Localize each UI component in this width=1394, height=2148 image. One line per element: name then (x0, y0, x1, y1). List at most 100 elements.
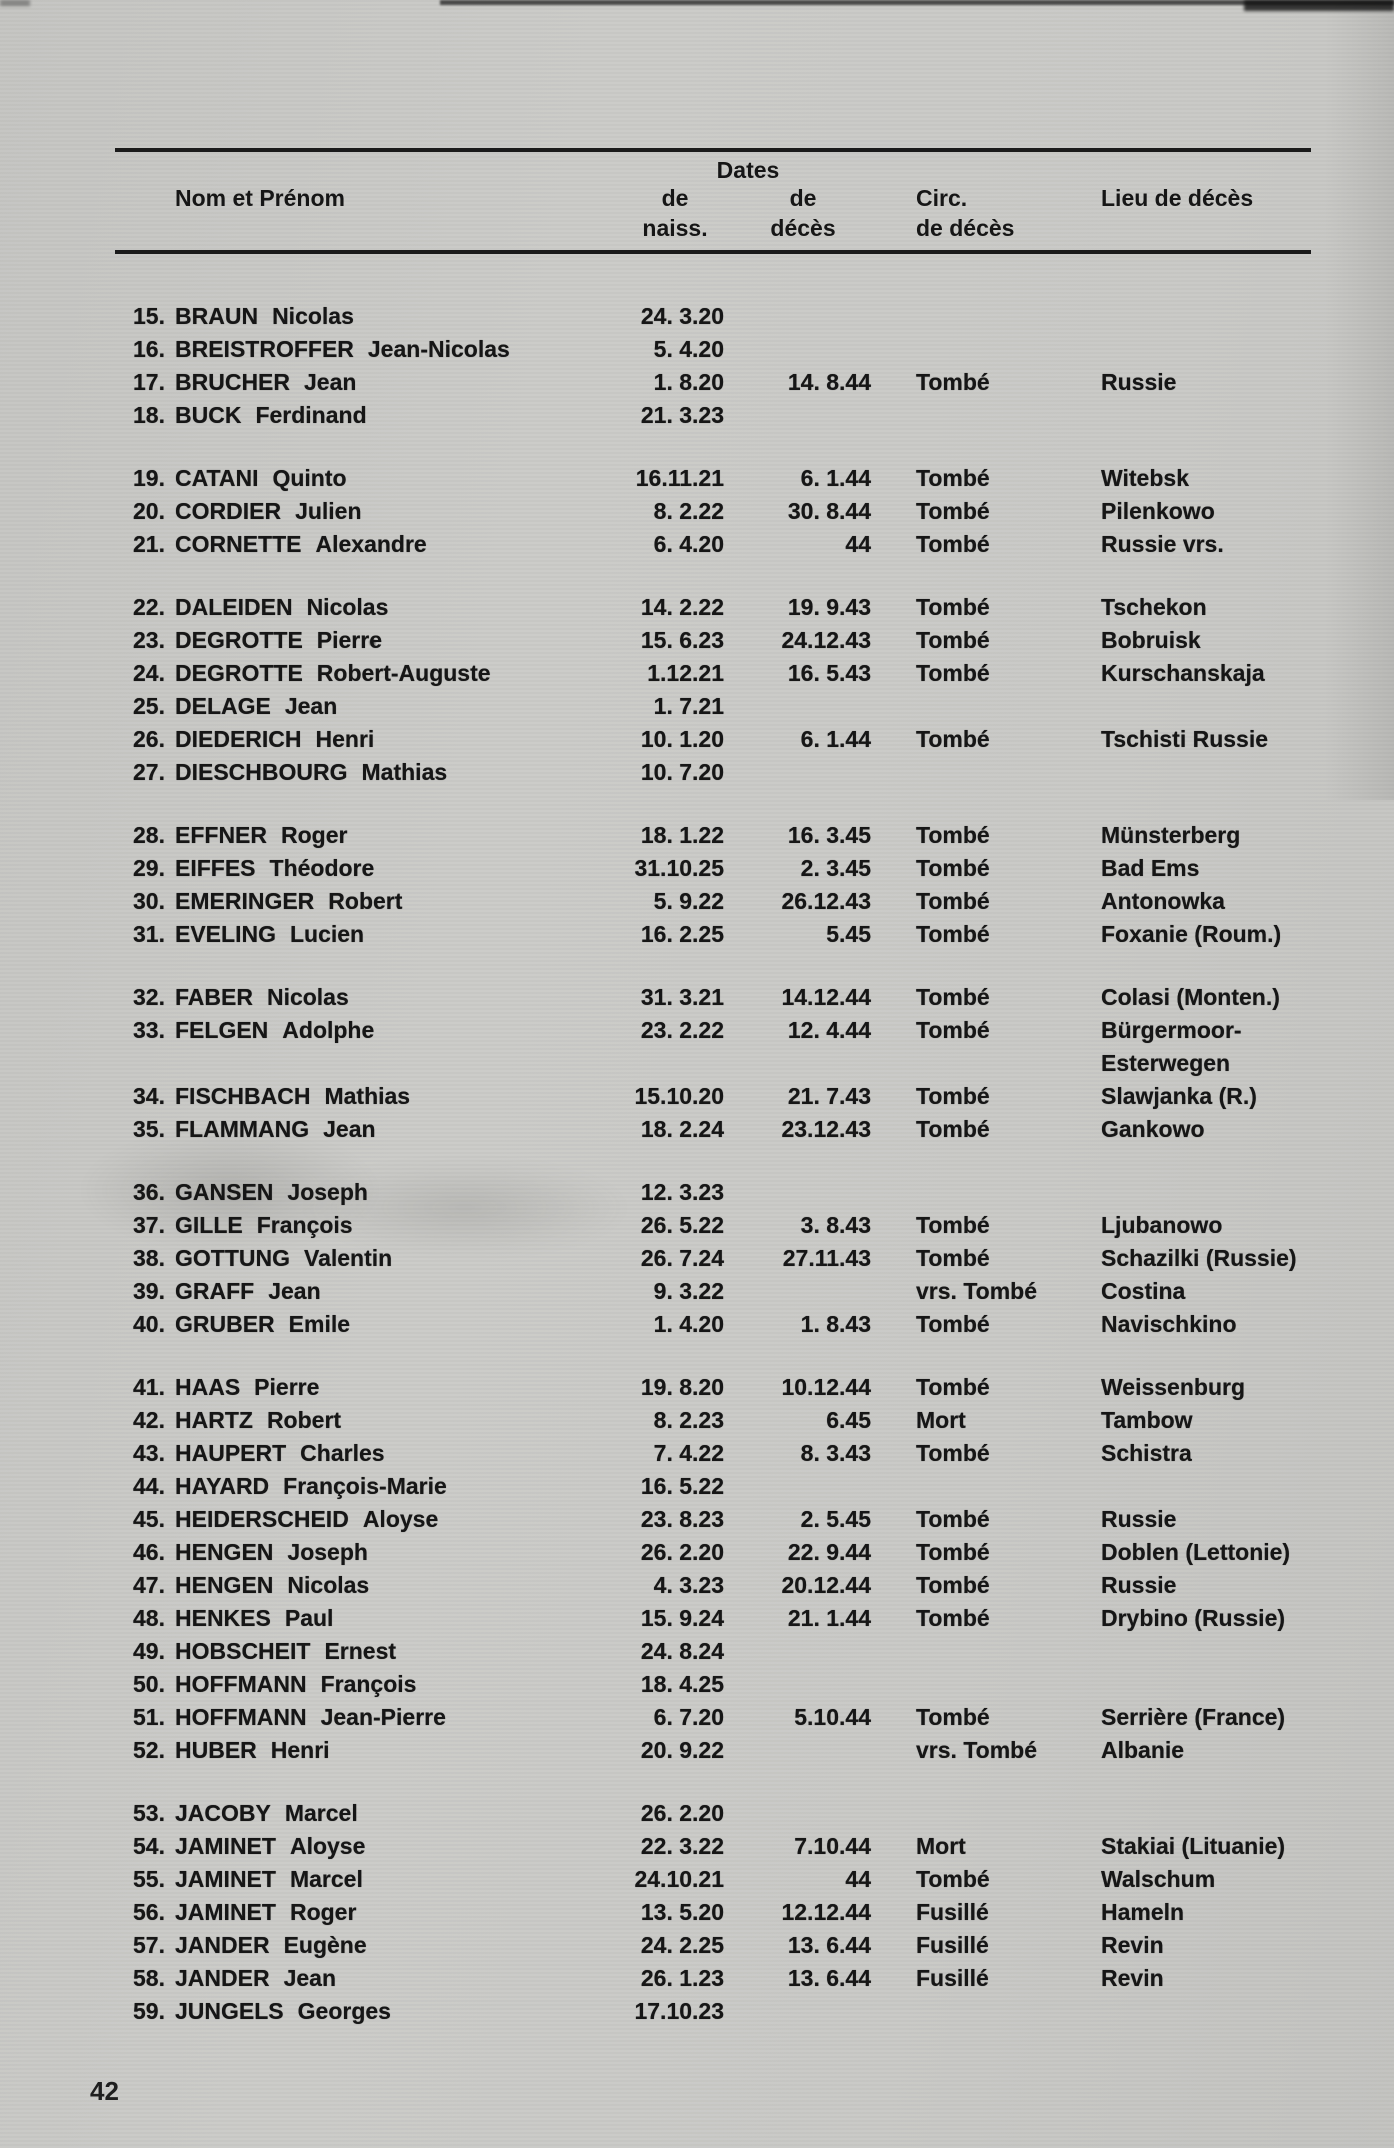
circumstance: Tombé (916, 1539, 990, 1565)
place-of-death: Antonowka (1066, 885, 1311, 918)
circumstance: Tombé (916, 660, 990, 686)
header-death-line1: de (789, 185, 817, 211)
table-row: 25. DELAGE Jean 1. 7.21 (115, 690, 1311, 723)
place-of-death: Doblen (Lettonie) (1066, 1536, 1311, 1569)
row-number: 59. (133, 1998, 165, 2024)
surname: DEGROTTE (175, 627, 303, 653)
birth-date: 6. 7.20 (653, 1704, 724, 1730)
death-date: 13. 6.44 (787, 1932, 871, 1958)
place-line1: Ljubanowo (1101, 1212, 1223, 1238)
surname: DIEDERICH (175, 726, 302, 752)
header-birth-line2: naiss. (642, 215, 708, 241)
death-date: 12. 4.44 (787, 1017, 871, 1043)
table-row: 56. JAMINET Roger 13. 5.20 12.12.44 Fusil… (115, 1896, 1311, 1929)
circumstance: Mort (916, 1407, 966, 1433)
table-row: 35. FLAMMANG Jean 18. 2.24 23.12.43 Tombé… (115, 1113, 1311, 1146)
death-date: 2. 3.45 (800, 855, 871, 881)
row-number: 54. (133, 1833, 165, 1859)
birth-date: 5. 4.20 (653, 336, 724, 362)
place-of-death: Russie (1066, 366, 1311, 399)
death-date: 23.12.43 (781, 1116, 871, 1142)
person-name: DEGROTTE Pierre (165, 624, 620, 657)
circumstance: vrs. Tombé (916, 1278, 1037, 1304)
table-row: 47. HENGEN Nicolas 4. 3.23 20.12.44 Tombé… (115, 1569, 1311, 1602)
person-name: HEIDERSCHEID Aloyse (165, 1503, 620, 1536)
person-name: JAMINET Aloyse (165, 1830, 620, 1863)
given-name: François-Marie (283, 1473, 447, 1499)
place-line1: Russie (1101, 369, 1177, 395)
birth-date: 13. 5.20 (640, 1899, 724, 1925)
table-row: 52. HUBER Henri 20. 9.22 vrs. Tombé Alban… (115, 1734, 1311, 1767)
table-row: 40. GRUBER Emile 1. 4.20 1. 8.43 Tombé Na… (115, 1308, 1311, 1341)
person-name: HAYARD François-Marie (165, 1470, 620, 1503)
row-number: 31. (133, 921, 165, 947)
birth-date: 26. 1.23 (640, 1965, 724, 1991)
birth-date: 1. 8.20 (653, 369, 724, 395)
birth-date: 23. 2.22 (640, 1017, 724, 1043)
circumstance: Tombé (916, 921, 990, 947)
birth-date: 8. 2.23 (653, 1407, 724, 1433)
row-number: 49. (133, 1638, 165, 1664)
place-line1: Kurschanskaja (1101, 660, 1265, 686)
row-number: 15. (133, 303, 165, 329)
place-line1: Russie vrs. (1101, 531, 1224, 557)
birth-date: 16. 5.22 (640, 1473, 724, 1499)
given-name: Jean (304, 369, 357, 395)
surname: JUNGELS (175, 1998, 284, 2024)
header-birth-line1: de (661, 185, 689, 211)
given-name: Roger (281, 822, 348, 848)
place-line1: Foxanie (Roum.) (1101, 921, 1282, 947)
place-of-death: Costina (1066, 1275, 1311, 1308)
given-name: Henri (270, 1737, 330, 1763)
death-date: 6.45 (826, 1407, 871, 1433)
birth-date: 16.11.21 (635, 465, 724, 491)
death-date: 27.11.43 (782, 1245, 871, 1271)
surname: JANDER (175, 1965, 270, 1991)
birth-date: 19. 8.20 (640, 1374, 724, 1400)
place-line1: Revin (1101, 1965, 1164, 1991)
place-line1: Russie (1101, 1572, 1177, 1598)
circumstance: Tombé (916, 498, 990, 524)
birth-date: 24. 3.20 (640, 303, 724, 329)
place-of-death: Russie (1066, 1569, 1311, 1602)
row-number: 51. (133, 1704, 165, 1730)
given-name: Nicolas (306, 594, 389, 620)
circumstance: Tombé (916, 465, 990, 491)
row-number: 22. (133, 594, 165, 620)
place-of-death: Russie (1066, 1503, 1311, 1536)
given-name: Joseph (287, 1539, 368, 1565)
surname: JAMINET (175, 1833, 276, 1859)
person-name: HAUPERT Charles (165, 1437, 620, 1470)
person-name: HOBSCHEIT Ernest (165, 1635, 620, 1668)
birth-date: 18. 1.22 (640, 822, 724, 848)
death-date: 2. 5.45 (800, 1506, 871, 1532)
table-row: 55. JAMINET Marcel 24.10.21 44 Tombé Wals… (115, 1863, 1311, 1896)
row-number: 55. (133, 1866, 165, 1892)
place-line1: Schazilki (Russie) (1101, 1245, 1297, 1271)
row-number: 29. (133, 855, 165, 881)
row-number: 45. (133, 1506, 165, 1532)
table-header: Dates Nom et Prénom de naiss. de décès C… (115, 148, 1311, 254)
surname: GRAFF (175, 1278, 255, 1304)
table-row: 45. HEIDERSCHEID Aloyse 23. 8.23 2. 5.45 … (115, 1503, 1311, 1536)
person-name: FABER Nicolas (165, 981, 620, 1014)
person-name: HOFFMANN Jean-Pierre (165, 1701, 620, 1734)
birth-date: 18. 2.24 (640, 1116, 724, 1142)
birth-date: 10. 1.20 (640, 726, 724, 752)
person-name: FISCHBACH Mathias (165, 1080, 620, 1113)
surname: HENKES (175, 1605, 271, 1631)
table-row: 16. BREISTROFFER Jean-Nicolas 5. 4.20 (115, 333, 1311, 366)
given-name: Emile (288, 1311, 351, 1337)
row-number: 20. (133, 498, 165, 524)
person-name: HENGEN Joseph (165, 1536, 620, 1569)
place-line1: Walschum (1101, 1866, 1216, 1892)
row-number: 42. (133, 1407, 165, 1433)
person-name: HARTZ Robert (165, 1404, 620, 1437)
death-date: 21. 7.43 (787, 1083, 871, 1109)
given-name: Robert-Auguste (316, 660, 491, 686)
place-line1: Antonowka (1101, 888, 1225, 914)
birth-date: 9. 3.22 (653, 1278, 724, 1304)
circumstance: Tombé (916, 1440, 990, 1466)
place-line1: Tambow (1101, 1407, 1193, 1433)
death-date: 22. 9.44 (787, 1539, 871, 1565)
